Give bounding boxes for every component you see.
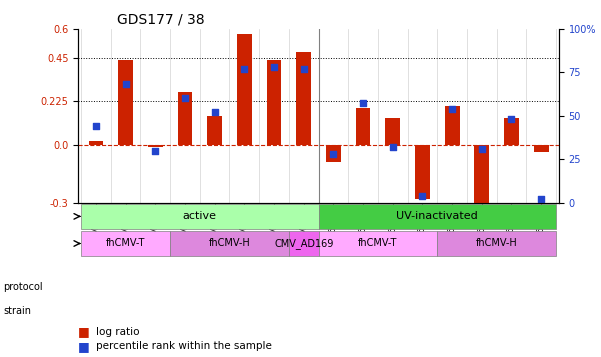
Point <box>388 144 397 150</box>
Text: protocol: protocol <box>3 282 43 292</box>
Text: active: active <box>183 211 217 221</box>
Point <box>507 116 516 122</box>
Point <box>180 95 190 101</box>
Bar <box>267 60 281 145</box>
Bar <box>118 60 133 145</box>
Point <box>447 106 457 112</box>
Point <box>477 146 487 152</box>
Bar <box>296 52 311 145</box>
FancyBboxPatch shape <box>289 231 319 256</box>
Bar <box>356 108 370 145</box>
Point <box>536 196 546 202</box>
FancyBboxPatch shape <box>81 204 319 228</box>
Text: ■: ■ <box>78 326 90 338</box>
FancyBboxPatch shape <box>319 231 438 256</box>
Bar <box>534 145 549 152</box>
Bar <box>207 116 222 145</box>
Bar <box>177 92 192 145</box>
Bar <box>237 34 252 145</box>
Text: UV-inactivated: UV-inactivated <box>397 211 478 221</box>
Bar <box>385 117 400 145</box>
Bar <box>415 145 430 199</box>
Text: fhCMV-H: fhCMV-H <box>209 238 251 248</box>
Point <box>358 101 368 106</box>
FancyBboxPatch shape <box>81 231 170 256</box>
Bar <box>326 145 341 162</box>
Point <box>269 64 279 70</box>
Point <box>121 81 130 87</box>
Text: log ratio: log ratio <box>96 327 139 337</box>
Bar <box>88 141 103 145</box>
Text: ■: ■ <box>78 340 90 353</box>
Text: fhCMV-T: fhCMV-T <box>358 238 398 248</box>
Text: fhCMV-T: fhCMV-T <box>106 238 145 248</box>
Point <box>329 151 338 157</box>
Point <box>91 123 101 129</box>
Bar <box>474 145 489 212</box>
Text: percentile rank within the sample: percentile rank within the sample <box>96 341 272 351</box>
Bar <box>504 117 519 145</box>
Bar <box>148 145 163 147</box>
FancyBboxPatch shape <box>170 231 289 256</box>
Point <box>240 66 249 71</box>
Point <box>210 109 219 115</box>
Text: strain: strain <box>3 306 31 316</box>
FancyBboxPatch shape <box>319 204 556 228</box>
Bar <box>445 106 460 145</box>
Text: fhCMV-H: fhCMV-H <box>476 238 517 248</box>
Point <box>150 148 160 154</box>
Point <box>299 66 308 71</box>
Point <box>418 193 427 199</box>
FancyBboxPatch shape <box>438 231 556 256</box>
Text: CMV_AD169: CMV_AD169 <box>274 238 334 249</box>
Text: GDS177 / 38: GDS177 / 38 <box>117 12 204 26</box>
